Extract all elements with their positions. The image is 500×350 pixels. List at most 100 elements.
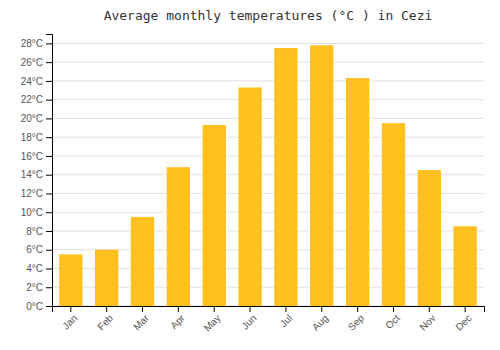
x-tick: Oct [383,306,402,331]
x-tick-mark [178,306,179,312]
y-tick-label: 22°C [21,94,43,105]
bars [59,45,477,306]
y-axis: 0°C 2°C 4°C 6°C 8°C 10°C 12°C 14°C 16°C 18°C 20°C 2… [21,35,53,312]
y-tick: 16°C [21,151,52,162]
title: Average monthly temperatures (°C ) in Ce… [104,8,433,23]
y-tick-mark [46,62,52,63]
x-tick-label: Aug [310,312,330,332]
x-tick-label: Jun [239,312,258,331]
x-tick-mark [70,306,71,312]
y-tick-mark [46,100,52,101]
y-tick: 20°C [21,113,52,124]
y-tick-mark [46,118,52,119]
y-tick: 0°C [26,301,52,312]
y-tick-label: 0°C [26,301,43,312]
grid-line [52,80,484,81]
bar [454,226,477,306]
x-axis: Jan Feb Mar Apr May Jun Jul Aug Sep Oct Nov Dec [53,306,485,334]
bar [95,250,118,306]
bar [274,48,297,306]
y-tick-label: 10°C [21,207,43,218]
y-tick-mark [46,231,52,232]
y-tick-mark [46,250,52,251]
y-tick-mark [46,212,52,213]
x-tick: Feb [95,306,115,332]
y-tick: 2°C [26,282,52,293]
x-tick-label: Sep [346,312,367,333]
x-tick: Sep [346,306,367,333]
x-tick-label: Oct [383,312,402,331]
grid-line [52,118,484,119]
y-tick-label: 4°C [26,263,43,274]
y-tick: 10°C [21,207,52,218]
x-tick-label: May [202,312,223,333]
y-tick: 14°C [21,169,52,180]
y-tick-mark [46,268,52,269]
grid-line [52,155,484,156]
bar [59,254,82,306]
x-tick-label: Mar [131,312,151,332]
grid-line [52,43,484,44]
x-tick: Dec [453,306,473,333]
x-tick-mark [214,306,215,312]
x-tick: Jul [278,306,295,329]
y-tick-mark [46,193,52,194]
y-tick: 26°C [21,57,52,68]
y-tick-label: 12°C [21,188,43,199]
grid-line [52,137,484,138]
x-tick: Jan [60,306,79,332]
y-tick: 24°C [21,76,52,87]
chart: 0°C 2°C 4°C 6°C 8°C 10°C 12°C 14°C 16°C 18°C 20°C 2… [0,0,500,350]
bar [346,78,369,306]
x-tick-mark [250,306,251,312]
y-tick-mark [46,81,52,82]
y-tick-mark [46,156,52,157]
x-tick-label: Nov [417,312,437,332]
y-tick-mark [46,287,52,288]
grid-line [52,99,484,100]
y-tick: 4°C [26,263,52,274]
x-tick: Apr [168,306,187,331]
y-tick-label: 8°C [26,226,43,237]
bar [131,217,154,306]
bar [238,87,261,306]
bar [310,45,333,306]
y-tick: 22°C [21,94,52,105]
x-tick: Nov [417,306,437,333]
x-tick-mark [321,306,322,312]
x-tick: Mar [131,306,151,332]
x-tick-label: Dec [453,312,473,332]
x-tick: Aug [310,306,330,333]
bar [418,170,441,306]
x-tick-mark [285,306,286,312]
bar [203,125,226,306]
x-tick-mark [106,306,107,312]
x-tick-mark [357,306,358,312]
y-tick-label: 2°C [26,282,43,293]
x-tick-label: Jul [278,312,295,329]
y-tick-label: 20°C [21,113,43,124]
y-tick-label: 24°C [21,76,43,87]
plot-area: 0°C 2°C 4°C 6°C 8°C 10°C 12°C 14°C 16°C 18°C 20°C 2… [21,35,485,334]
x-tick: May [202,306,223,334]
y-tick-label: 26°C [21,57,43,68]
y-tick: 12°C [21,188,52,199]
x-tick-label: Apr [168,312,187,331]
x-tick: Jun [239,306,258,332]
y-tick-label: 28°C [21,38,43,49]
y-tick-label: 6°C [26,244,43,255]
x-axis-line [53,307,485,313]
bar [167,167,190,306]
x-tick-label: Jan [60,312,79,331]
y-tick: 8°C [26,226,52,237]
y-tick: 18°C [21,132,52,143]
y-tick-label: 18°C [21,132,43,143]
grid [52,43,484,306]
y-tick: 6°C [26,244,52,255]
x-tick-mark [465,306,466,312]
y-tick: 28°C [21,38,52,49]
y-tick-mark [46,306,52,307]
x-tick-mark [393,306,394,312]
x-tick-mark [429,306,430,312]
y-tick-mark [46,175,52,176]
